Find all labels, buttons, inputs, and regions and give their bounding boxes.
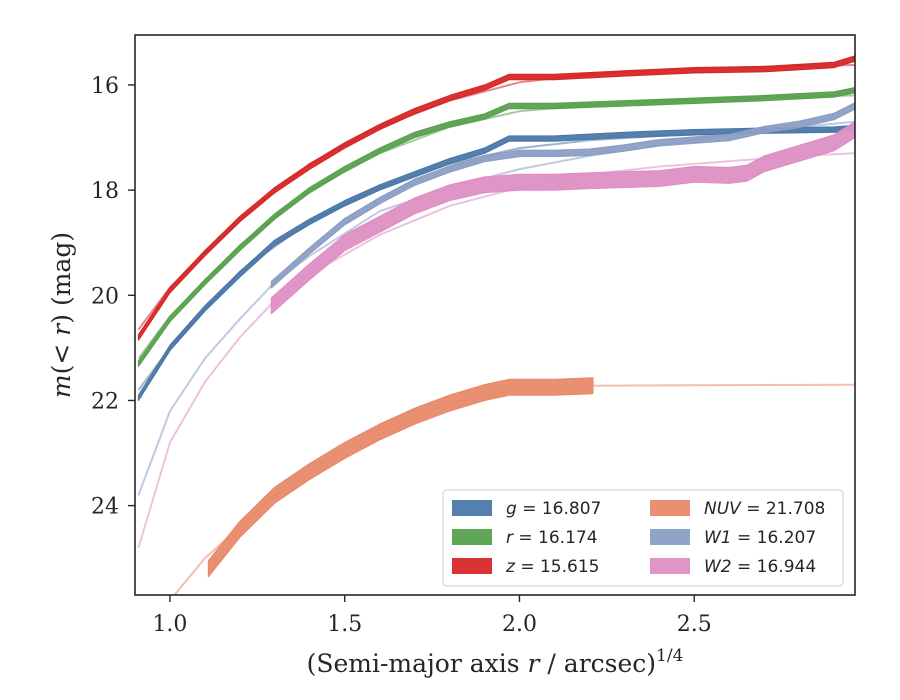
w1-band [270,102,855,289]
y-axis-label: m(< r) (mag) [47,232,76,398]
nuv-band [207,377,594,578]
y-tick-label: 24 [91,495,119,520]
y-tick-label: 20 [91,284,119,309]
g-band [137,124,855,401]
data-bands [137,55,855,578]
w2-model-curve [137,152,855,548]
x-tick-label: 1.5 [327,612,362,637]
r-band [137,87,855,367]
plot-frame [134,34,856,596]
r-legend-label: r = 16.174 [506,528,598,548]
w1-legend-label: W1 = 16.207 [704,528,816,548]
w2-legend-swatch [650,558,690,574]
w1-legend-swatch [650,529,690,545]
g-legend-label: g = 16.807 [506,499,601,519]
y-tick-label: 22 [91,389,119,414]
r-legend-swatch [452,529,492,545]
legend: g = 16.807 r = 16.174 z = 15.615 NUV = 21.7… [442,489,844,587]
w2-band [270,121,855,315]
z-model-curve [137,64,855,331]
z-legend-swatch [452,558,492,574]
nuv-legend-label: NUV = 21.708 [704,499,825,519]
z-legend-label: z = 15.615 [505,557,599,577]
x-axis-ticks: 1.0 1.5 2.0 2.5 [152,595,712,637]
legend-frame [442,489,844,587]
y-tick-label: 18 [91,179,119,204]
y-axis-ticks: 16 18 20 22 24 [91,74,135,520]
x-tick-label: 2.5 [677,612,712,637]
g-legend-swatch [452,500,492,516]
nuv-legend-swatch [650,500,690,516]
z-band [137,55,855,341]
y-tick-label: 16 [91,74,119,99]
x-tick-label: 2.0 [502,612,537,637]
w2-legend-label: W2 = 16.944 [704,557,816,577]
x-tick-label: 1.0 [152,612,187,637]
x-axis-label: (Semi-major axis r / arcsec)1/4 [307,646,684,678]
